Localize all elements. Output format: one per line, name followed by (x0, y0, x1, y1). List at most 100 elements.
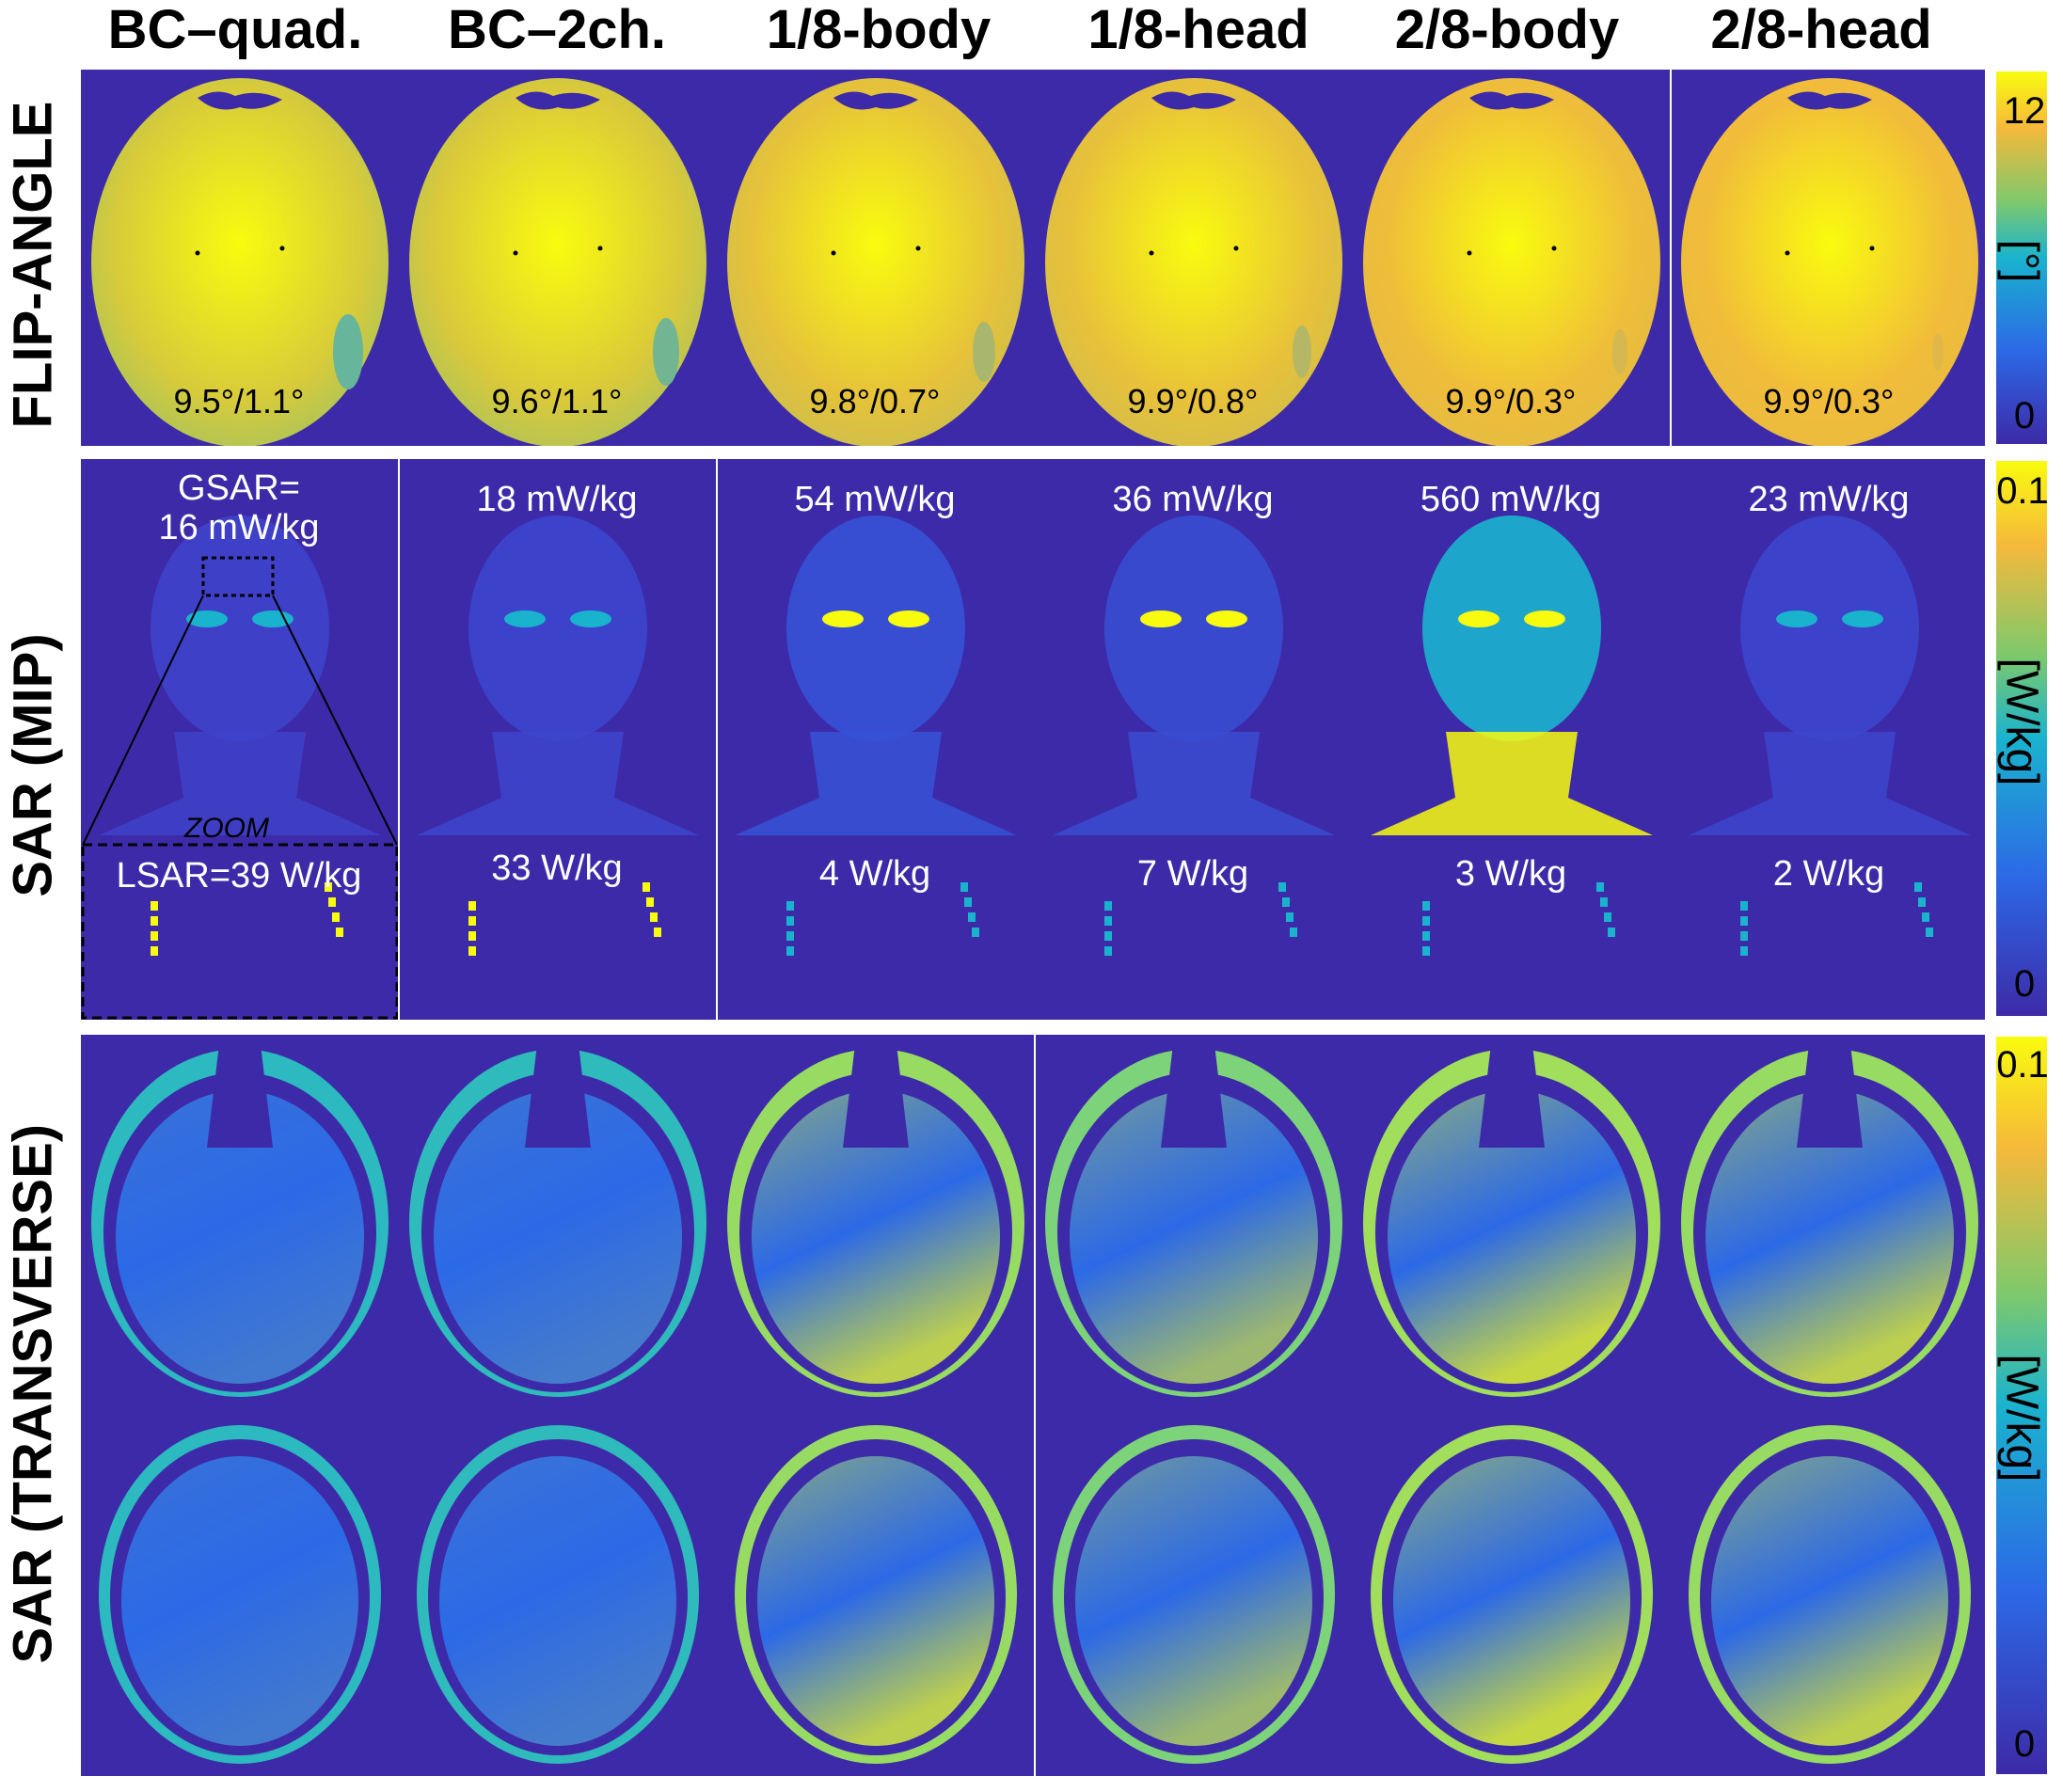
mip-eye-left-1 (504, 611, 546, 627)
flip-stat-2: 9.8°/0.7° (809, 382, 941, 420)
mip-electrode-right-5-2 (1922, 912, 1929, 922)
colorbar-flip-gradient (1996, 71, 2047, 444)
flip-marker-left-1 (513, 250, 518, 256)
flip-angle-row (81, 70, 1985, 447)
lsar-label-5: 2 W/kg (1772, 854, 1885, 894)
mip-electrode-right-0-0 (325, 882, 332, 892)
mip-electrode-right-5-1 (1918, 897, 1926, 907)
flip-stat-1: 9.6°/1.1° (491, 382, 623, 420)
colorbar-flip-unit: [°] (1996, 239, 2047, 283)
trans-lower-brain-5 (1711, 1456, 1948, 1746)
column-title-2-8-head: 2/8-head (1710, 0, 1932, 60)
mip-electrode-right-1-0 (643, 882, 650, 892)
mip-eye-left-5 (1776, 611, 1817, 627)
sar-transverse-maps (91, 1035, 1978, 1776)
flip-marker-right-4 (1551, 246, 1557, 251)
gsar-label-4: 560 mW/kg (1420, 480, 1602, 519)
mip-eye-left-2 (822, 611, 864, 627)
mip-electrode-left-1-0 (468, 901, 476, 911)
colorbar-transverse-gradient (1996, 1037, 2047, 1774)
trans-lower-brain-1 (439, 1456, 676, 1746)
colorbar-mip-gradient (1996, 461, 2047, 1016)
flip-artifact-0 (333, 314, 363, 389)
mip-electrode-right-3-2 (1286, 912, 1293, 922)
column-title-1-8-head: 1/8-head (1087, 0, 1309, 60)
zoom-line-right (272, 595, 398, 846)
flip-head-3 (1045, 78, 1342, 447)
mip-electrode-right-0-2 (332, 912, 340, 922)
trans-upper-nose-2 (843, 1044, 909, 1148)
mip-electrode-left-0-0 (151, 901, 158, 911)
trans-lower-brain-4 (1393, 1456, 1630, 1746)
mip-electrode-left-3-0 (1104, 901, 1112, 911)
trans-upper-brain-2 (752, 1090, 1000, 1384)
flip-sinus-4 (1469, 91, 1554, 110)
row-label-flip-angle: FLIP-ANGLE (2, 101, 64, 429)
flip-artifact-1 (653, 318, 679, 386)
lsar-label-1: 33 W/kg (491, 848, 623, 888)
column-title-1-8-body: 1/8-body (766, 0, 992, 60)
mip-electrode-left-3-1 (1104, 916, 1112, 926)
flip-marker-left-2 (831, 250, 836, 256)
colorbar-mip-min: 0 (2013, 963, 2036, 1005)
mip-eye-right-2 (888, 611, 929, 627)
mip-body-2 (730, 732, 1022, 835)
flip-sinus-1 (516, 91, 600, 110)
mip-head-2 (786, 515, 965, 741)
flip-marker-right-3 (1233, 246, 1239, 251)
gsar-label-3: 36 mW/kg (1112, 480, 1274, 519)
flip-sinus-2 (833, 91, 918, 110)
flip-head-1 (409, 78, 706, 447)
flip-sinus-0 (198, 91, 282, 110)
mip-electrode-right-4-0 (1596, 882, 1604, 892)
mip-electrode-right-3-1 (1282, 897, 1290, 907)
flip-marker-right-2 (915, 246, 921, 251)
mip-electrode-left-5-3 (1740, 946, 1748, 956)
colorbar-transverse-max: 0.1 (1996, 1044, 2049, 1086)
mip-head-0 (151, 515, 329, 741)
mip-electrode-right-5-0 (1914, 882, 1922, 892)
mip-electrode-right-4-2 (1604, 912, 1611, 922)
mip-body-5 (1684, 732, 1976, 835)
column-title-bc-2ch: BC–2ch. (447, 0, 667, 60)
mip-electrode-right-2-0 (960, 882, 968, 892)
mip-body-3 (1048, 732, 1340, 835)
flip-stat-3: 9.9°/0.8° (1127, 382, 1259, 420)
mip-eye-right-1 (570, 611, 611, 627)
gsar-label-1: 18 mW/kg (476, 480, 638, 519)
row-label-sar-transverse: SAR (TRANSVERSE) (2, 1123, 64, 1664)
sar-mip-maps (81, 459, 1976, 1020)
trans-upper-nose-0 (207, 1044, 273, 1148)
flip-head-0 (91, 78, 389, 447)
trans-upper-nose-1 (525, 1044, 591, 1148)
mip-electrode-left-4-2 (1422, 931, 1430, 941)
mip-eye-left-4 (1458, 611, 1500, 627)
mip-electrode-right-3-0 (1278, 882, 1286, 892)
mip-body-1 (412, 732, 704, 835)
mip-head-1 (468, 515, 647, 741)
colorbar-transverse-unit: [W/kg] (1996, 1354, 2047, 1483)
mip-eye-left-0 (186, 611, 228, 627)
lsar-label-3: 7 W/kg (1136, 854, 1249, 894)
column-title-bc-quad: BC–quad. (107, 0, 363, 60)
mip-electrode-right-0-3 (336, 928, 343, 937)
trans-upper-nose-4 (1479, 1044, 1545, 1148)
flip-marker-right-0 (279, 246, 285, 251)
mip-electrode-right-0-1 (328, 897, 336, 907)
mip-electrode-left-2-0 (786, 901, 794, 911)
mip-electrode-left-0-3 (151, 946, 158, 956)
flip-marker-left-3 (1149, 250, 1154, 256)
flip-stat-0: 9.5°/1.1° (173, 382, 305, 420)
trans-upper-brain-3 (1070, 1090, 1318, 1384)
flip-marker-left-0 (195, 250, 200, 256)
mip-electrode-left-2-3 (786, 946, 794, 956)
mip-electrode-right-1-2 (650, 912, 658, 922)
trans-upper-brain-0 (116, 1090, 364, 1384)
flip-artifact-3 (1293, 325, 1311, 378)
mip-eye-right-3 (1206, 611, 1247, 627)
mip-electrode-right-4-3 (1608, 928, 1615, 937)
mip-electrode-left-4-0 (1422, 901, 1430, 911)
column-title-2-8-body: 2/8-body (1394, 0, 1620, 60)
mip-electrode-right-4-1 (1600, 897, 1608, 907)
flip-sinus-5 (1787, 91, 1872, 110)
